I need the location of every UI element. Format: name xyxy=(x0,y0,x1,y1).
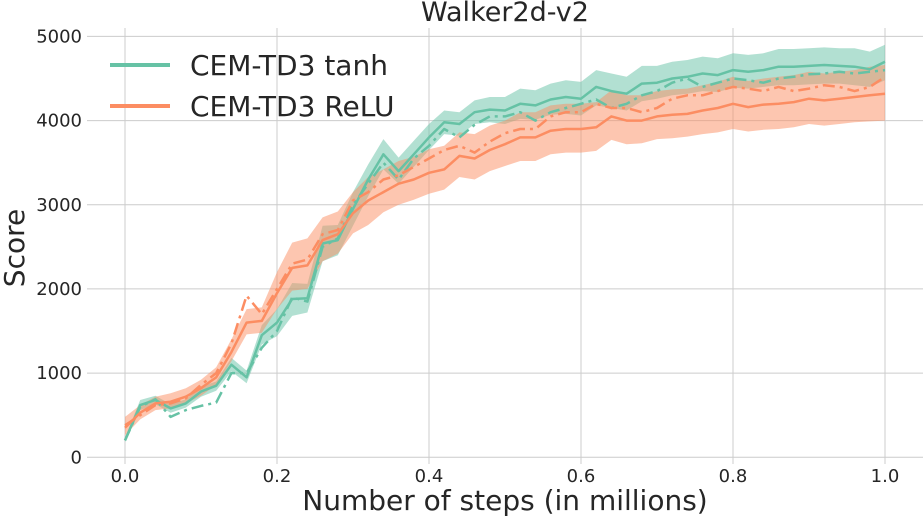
y-tick-label: 1000 xyxy=(36,363,82,384)
y-tick-label: 5000 xyxy=(36,26,82,47)
confidence-bands xyxy=(125,44,885,443)
series-line-2 xyxy=(124,92,886,429)
confidence-band-2 xyxy=(125,65,885,436)
x-tick-label: 0.0 xyxy=(111,466,140,487)
x-tick-label: 1.0 xyxy=(871,466,900,487)
legend-label-tanh: CEM-TD3 tanh xyxy=(190,49,388,82)
x-tick-label: 0.6 xyxy=(567,466,596,487)
x-axis-title: Number of steps (in millions) xyxy=(302,484,707,517)
legend: CEM-TD3 tanh CEM-TD3 ReLU xyxy=(110,49,394,123)
chart-title: Walker2d-v2 xyxy=(421,0,589,28)
x-axis-ticks: 0.0 0.2 0.4 0.6 0.8 1.0 xyxy=(111,466,900,487)
x-tick-label: 0.2 xyxy=(263,466,292,487)
series-line-3 xyxy=(124,75,886,427)
y-tick-label: 3000 xyxy=(36,195,82,216)
series-lines xyxy=(123,60,886,441)
y-tick-label: 0 xyxy=(71,447,82,468)
series-line-1 xyxy=(123,68,886,441)
y-axis-ticks: 0 1000 2000 3000 4000 5000 xyxy=(36,26,82,468)
x-tick-label: 0.4 xyxy=(415,466,444,487)
y-tick-label: 4000 xyxy=(36,111,82,132)
y-axis-title: Score xyxy=(0,209,31,287)
x-tick-label: 0.8 xyxy=(719,466,748,487)
y-tick-label: 2000 xyxy=(36,279,82,300)
legend-label-relu: CEM-TD3 ReLU xyxy=(190,90,394,123)
